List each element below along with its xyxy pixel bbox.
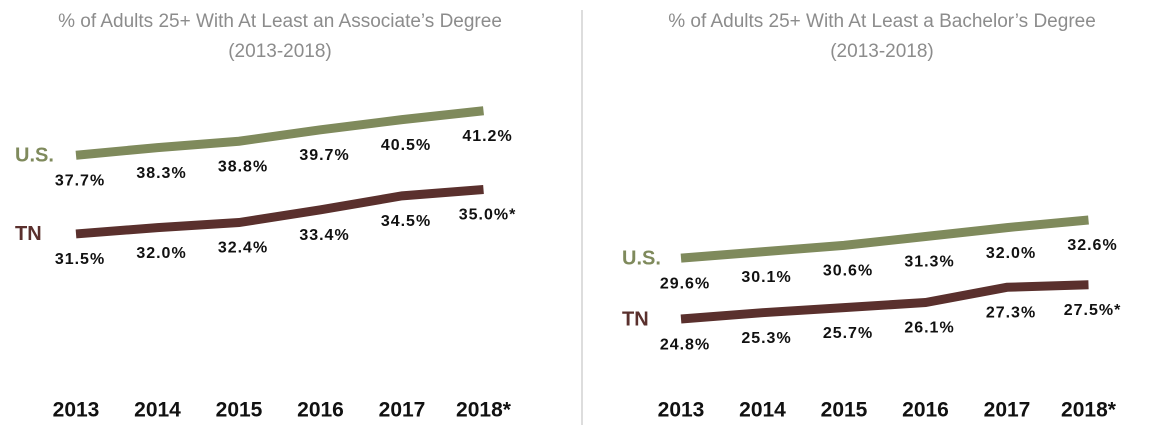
value-label: 31.3%	[904, 254, 954, 271]
value-label: 27.5%*	[1064, 302, 1122, 319]
x-tick-label: 2016	[902, 399, 949, 422]
value-label: 37.7%	[55, 172, 105, 189]
x-tick-label: 2018*	[1061, 399, 1117, 422]
x-tick-label: 2016	[297, 399, 344, 422]
chart-subtitle: (2013-2018)	[228, 41, 332, 62]
series-label: U.S.	[622, 247, 661, 269]
value-label: 31.5%	[55, 251, 105, 268]
line	[75, 185, 484, 239]
x-tick-label: 2013	[53, 399, 100, 422]
line	[680, 280, 1089, 324]
value-label: 24.8%	[660, 336, 710, 353]
value-label: 32.0%	[986, 245, 1036, 262]
series-label: TN	[622, 308, 649, 330]
x-tick-label: 2017	[984, 399, 1031, 422]
value-label: 32.0%	[136, 245, 186, 262]
value-label: 30.1%	[741, 269, 791, 286]
series-label: U.S.	[15, 144, 54, 166]
value-label: 27.3%	[986, 305, 1036, 322]
chart-title: % of Adults 25+ With At Least a Bachelor…	[668, 11, 1096, 32]
x-tick-label: 2014	[739, 399, 786, 422]
chart-title: % of Adults 25+ With At Least an Associa…	[58, 11, 502, 32]
x-tick-label: 2014	[134, 399, 181, 422]
line	[75, 106, 484, 160]
value-label: 40.5%	[381, 137, 431, 154]
x-tick-label: 2017	[379, 399, 426, 422]
value-label: 38.8%	[218, 158, 268, 175]
value-label: 30.6%	[823, 263, 873, 280]
value-label: 25.7%	[823, 325, 873, 342]
value-label: 41.2%	[462, 128, 512, 145]
x-tick-label: 2015	[216, 399, 263, 422]
x-tick-label: 2013	[658, 399, 705, 422]
value-label: 25.3%	[741, 330, 791, 347]
value-label: 38.3%	[136, 165, 186, 182]
x-tick-label: 2015	[821, 399, 868, 422]
value-label: 29.6%	[660, 275, 710, 292]
value-label: 39.7%	[299, 147, 349, 164]
line	[680, 215, 1089, 263]
value-label: 32.4%	[218, 240, 268, 257]
value-label: 35.0%*	[459, 207, 517, 224]
value-label: 32.6%	[1067, 237, 1117, 254]
chart-subtitle: (2013-2018)	[830, 41, 934, 62]
x-tick-label: 2018*	[456, 399, 512, 422]
series-label: TN	[15, 223, 42, 245]
value-label: 26.1%	[904, 320, 954, 337]
value-label: 33.4%	[299, 227, 349, 244]
value-label: 34.5%	[381, 213, 431, 230]
